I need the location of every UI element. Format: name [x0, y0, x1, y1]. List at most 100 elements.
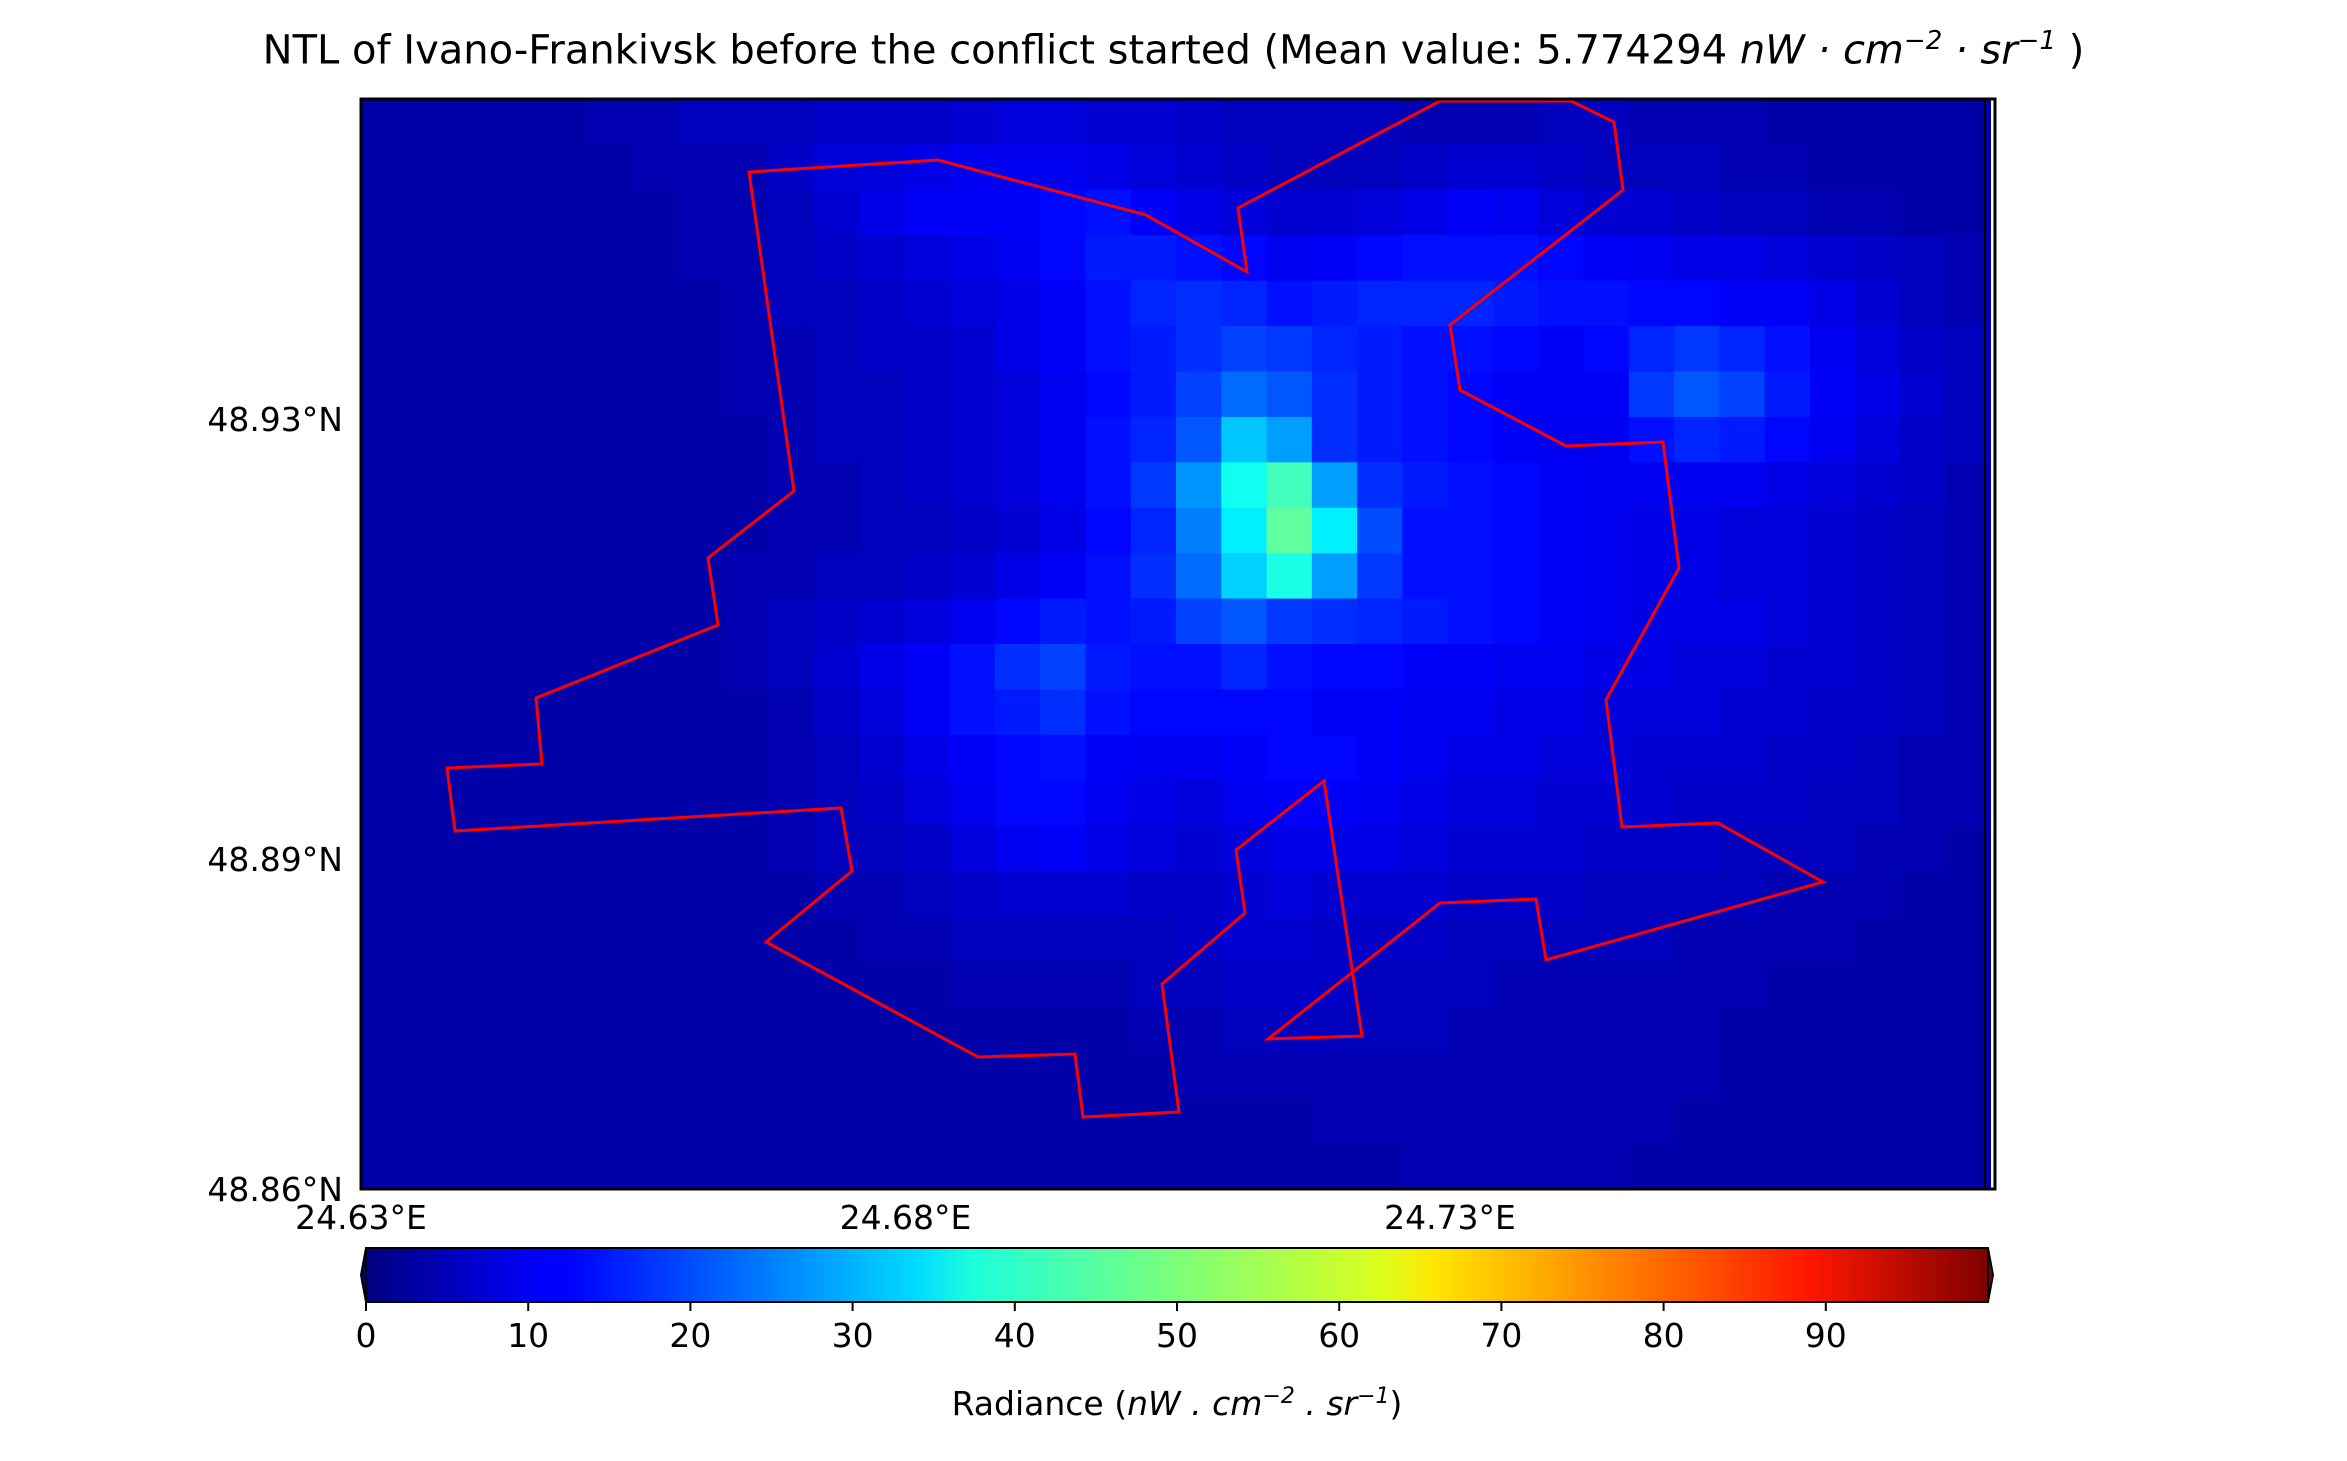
- y-ticks: 48.93°N 48.89°N 48.86°N: [207, 400, 343, 1209]
- heatmap-cell: [542, 1052, 588, 1099]
- heatmap-cell: [406, 326, 453, 373]
- heatmap-cell: [1809, 507, 1856, 554]
- heatmap-cell: [361, 144, 407, 191]
- heatmap-cell: [904, 644, 951, 691]
- colorbar-tick-label: 90: [1805, 1316, 1847, 1355]
- heatmap-cell: [1085, 371, 1132, 418]
- heatmap-cell: [813, 1052, 860, 1099]
- heatmap-cell: [587, 1098, 634, 1145]
- heatmap-cell: [1357, 644, 1403, 691]
- heatmap-cell: [406, 235, 453, 282]
- heatmap-cell: [587, 825, 634, 872]
- heatmap-cell: [542, 280, 588, 327]
- heatmap-cell: [1674, 689, 1720, 736]
- heatmap-cell: [1855, 780, 1902, 827]
- heatmap-cell: [1900, 280, 1947, 327]
- heatmap-cell: [1900, 598, 1947, 645]
- heatmap-cell: [994, 1143, 1041, 1189]
- heatmap-cell: [1447, 416, 1494, 463]
- heatmap-cell: [406, 1098, 453, 1145]
- heatmap-cell: [1719, 235, 1766, 282]
- heatmap-cell: [542, 326, 588, 373]
- heatmap-cell: [677, 644, 724, 691]
- heatmap-cell: [949, 871, 996, 918]
- heatmap-cell: [904, 1098, 951, 1145]
- heatmap-cell: [994, 1007, 1041, 1054]
- heatmap-cell: [1809, 780, 1856, 827]
- heatmap-cell: [1809, 144, 1856, 191]
- heatmap-cell: [768, 1098, 815, 1145]
- heatmap-cell: [1674, 235, 1720, 282]
- colorbar-tick-label: 20: [669, 1316, 711, 1355]
- colorbar-label: Radiance (nW . cm−2 . sr−1): [951, 1384, 1403, 1423]
- heatmap-cell: [768, 689, 815, 736]
- heatmap-cell: [1176, 734, 1222, 781]
- heatmap-cell: [451, 961, 498, 1008]
- heatmap-cell: [406, 1007, 453, 1054]
- heatmap-cell: [1176, 235, 1222, 282]
- heatmap-cell: [1809, 1007, 1856, 1054]
- heatmap-cell: [1900, 825, 1947, 872]
- heatmap-cell: [1764, 689, 1811, 736]
- heatmap-cell: [1176, 1143, 1222, 1189]
- heatmap-cell: [406, 99, 453, 146]
- heatmap-cell: [1266, 507, 1313, 554]
- heatmap-cell: [1085, 780, 1132, 827]
- heatmap-cell: [1130, 734, 1177, 781]
- heatmap-cell: [1357, 280, 1403, 327]
- heatmap-cell: [1492, 644, 1539, 691]
- heatmap-cell: [1809, 553, 1856, 600]
- heatmap-cell: [904, 780, 951, 827]
- heatmap-cell: [1176, 144, 1222, 191]
- heatmap-cell: [1357, 326, 1403, 373]
- heatmap-cell: [1130, 871, 1177, 918]
- heatmap-cell: [1809, 916, 1856, 963]
- heatmap-cell: [632, 961, 679, 1008]
- heatmap-cell: [496, 462, 543, 509]
- heatmap-cell: [1900, 780, 1947, 827]
- heatmap-cell: [1176, 689, 1222, 736]
- heatmap-cell: [496, 553, 543, 600]
- heatmap-cell: [1311, 689, 1358, 736]
- heatmap-cell: [859, 189, 905, 236]
- heatmap-cell: [1900, 235, 1947, 282]
- heatmap-cell: [1764, 780, 1811, 827]
- heatmap-cell: [1674, 144, 1720, 191]
- heatmap-cell: [768, 1007, 815, 1054]
- heatmap-cell: [1402, 280, 1449, 327]
- heatmap-cell: [723, 598, 770, 645]
- heatmap-cell: [1221, 689, 1268, 736]
- heatmap-cell: [1040, 871, 1087, 918]
- heatmap-cell: [496, 371, 543, 418]
- heatmap-cell: [904, 961, 951, 1008]
- heatmap-cell: [813, 825, 860, 872]
- heatmap-cell: [587, 916, 634, 963]
- heatmap-cell: [994, 280, 1041, 327]
- heatmap-cell: [1266, 280, 1313, 327]
- heatmap-cell: [451, 280, 498, 327]
- heatmap-cell: [1719, 1098, 1766, 1145]
- heatmap-cell: [1221, 1143, 1268, 1189]
- heatmap-cell: [1221, 734, 1268, 781]
- heatmap-cell: [1130, 326, 1177, 373]
- heatmap-cell: [1900, 144, 1947, 191]
- colorbar-tick-label: 50: [1156, 1316, 1198, 1355]
- heatmap-cell: [1176, 280, 1222, 327]
- heatmap-cell: [1221, 371, 1268, 418]
- heatmap-cell: [723, 825, 770, 872]
- heatmap-cell: [859, 734, 905, 781]
- heatmap-cell: [1311, 371, 1358, 418]
- heatmap-cell: [1447, 598, 1494, 645]
- heatmap-cell: [949, 99, 996, 146]
- heatmap-cell: [406, 871, 453, 918]
- heatmap-cell: [904, 280, 951, 327]
- heatmap-cell: [1040, 326, 1087, 373]
- heatmap-cell: [1674, 99, 1720, 146]
- heatmap-cell: [496, 235, 543, 282]
- heatmap-cell: [1357, 189, 1403, 236]
- heatmap-cell: [1809, 1052, 1856, 1099]
- heatmap-cell: [1266, 825, 1313, 872]
- heatmap-cell: [1855, 961, 1902, 1008]
- heatmap-cell: [1130, 507, 1177, 554]
- heatmap-cell: [1855, 144, 1902, 191]
